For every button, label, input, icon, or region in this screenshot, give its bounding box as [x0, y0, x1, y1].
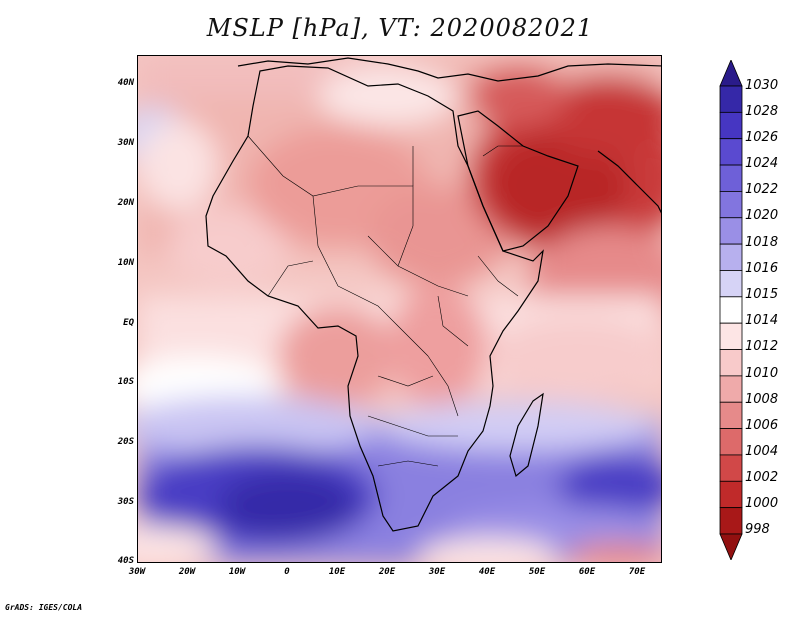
colorbar-label-1015: 1015: [745, 287, 779, 302]
lat-tick-20n: 20N: [117, 198, 134, 208]
lat-tick-10s: 10S: [117, 377, 134, 387]
lon-tick-50e: 50E: [528, 567, 546, 577]
colorbar-label-998: 998: [745, 522, 770, 537]
colorbar-label-1024: 1024: [745, 156, 779, 171]
colorbar-label-1012: 1012: [745, 339, 779, 354]
colorbar-swatch: [719, 375, 743, 403]
colorbar: [719, 60, 743, 560]
colorbar-swatch: [719, 111, 743, 140]
colorbar-label-1026: 1026: [745, 130, 779, 145]
colorbar-label-1014: 1014: [745, 313, 779, 328]
lon-tick-30w: 30W: [128, 567, 146, 577]
pressure-shading: [138, 56, 661, 562]
lon-tick-10w: 10W: [228, 567, 246, 577]
map-title: MSLP [hPa], VT: 2020082021: [206, 14, 594, 42]
colorbar-swatch: [719, 164, 743, 192]
colorbar-label-1030: 1030: [745, 78, 779, 93]
colorbar-label-1010: 1010: [745, 366, 779, 381]
lat-tick-40s: 40S: [117, 556, 134, 566]
colorbar-label-1028: 1028: [745, 104, 779, 119]
lat-tick-30n: 30N: [117, 138, 134, 148]
colorbar-swatch: [719, 85, 743, 113]
lat-tick-40n: 40N: [117, 78, 134, 88]
grads-credit: GrADS: IGES/COLA: [5, 603, 83, 612]
lon-tick-20w: 20W: [178, 567, 196, 577]
lat-tick-30s: 30S: [117, 497, 134, 507]
colorbar-label-1022: 1022: [745, 182, 779, 197]
colorbar-swatch: [719, 191, 743, 219]
coastlines: [205, 57, 661, 532]
colorbar-swatch: [719, 243, 743, 271]
colorbar-label-1002: 1002: [745, 470, 779, 485]
lon-tick-40e: 40E: [478, 567, 496, 577]
country-borders: [247, 135, 523, 467]
colorbar-arrow-bottom: [719, 533, 743, 560]
colorbar-swatch: [719, 480, 743, 509]
pressure-field-map: [138, 56, 661, 562]
lon-tick-20e: 20E: [378, 567, 396, 577]
colorbar-label-1004: 1004: [745, 444, 779, 459]
map-panel: [137, 55, 662, 563]
lat-tick-eq: EQ: [123, 318, 134, 328]
lat-tick-20s: 20S: [117, 437, 134, 447]
colorbar-label-1006: 1006: [745, 418, 779, 433]
colorbar-label-1016: 1016: [745, 261, 779, 276]
lon-tick-70e: 70E: [628, 567, 646, 577]
colorbar-label-1018: 1018: [745, 235, 779, 250]
colorbar-arrow-top: [719, 60, 743, 87]
lat-tick-10n: 10N: [117, 258, 134, 268]
lon-tick-30e: 30E: [428, 567, 446, 577]
lon-tick-0: 0: [284, 567, 290, 577]
colorbar-swatch: [719, 217, 743, 245]
colorbar-label-1020: 1020: [745, 208, 779, 223]
colorbar-swatch: [719, 454, 743, 482]
colorbar-swatch: [719, 428, 743, 456]
colorbar-swatch: [719, 507, 743, 535]
colorbar-swatch: [719, 270, 743, 298]
lon-tick-10e: 10E: [328, 567, 346, 577]
colorbar-swatch: [719, 138, 743, 166]
lon-tick-60e: 60E: [578, 567, 596, 577]
colorbar-swatch: [719, 401, 743, 429]
colorbar-swatch: [719, 296, 743, 324]
colorbar-swatch: [719, 349, 743, 377]
colorbar-swatch: [719, 322, 743, 350]
colorbar-label-1000: 1000: [745, 496, 779, 511]
colorbar-label-1008: 1008: [745, 392, 779, 407]
